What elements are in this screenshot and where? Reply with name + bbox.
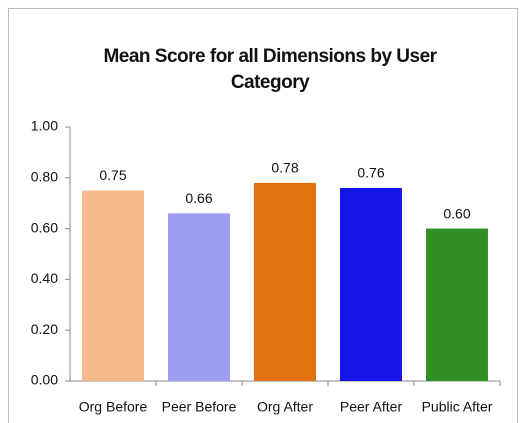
y-tick-label: 1.00	[31, 118, 58, 134]
y-tick-label: 0.40	[31, 270, 58, 286]
bar	[82, 190, 144, 381]
x-tick-label: Public After	[422, 399, 493, 415]
y-tick-label: 0.00	[31, 372, 58, 388]
x-tick-label: Peer Before	[162, 399, 237, 415]
chart-frame	[8, 8, 518, 423]
y-tick-label: 0.60	[31, 219, 58, 235]
data-label: 0.76	[357, 165, 384, 181]
bar	[340, 187, 402, 381]
bar	[168, 213, 230, 381]
y-tick-label: 0.20	[31, 321, 58, 337]
x-tick-label: Peer After	[340, 399, 403, 415]
y-tick-label: 0.80	[31, 169, 58, 185]
chart-title: Mean Score for all Dimensions by User Ca…	[103, 46, 437, 93]
x-tick-label: Org After	[257, 399, 313, 415]
bar	[426, 228, 488, 381]
data-label: 0.78	[271, 160, 298, 176]
data-label: 0.75	[99, 167, 126, 183]
data-label: 0.60	[443, 205, 470, 221]
data-label: 0.66	[185, 190, 212, 206]
bar	[254, 182, 316, 381]
x-tick-label: Org Before	[79, 399, 148, 415]
